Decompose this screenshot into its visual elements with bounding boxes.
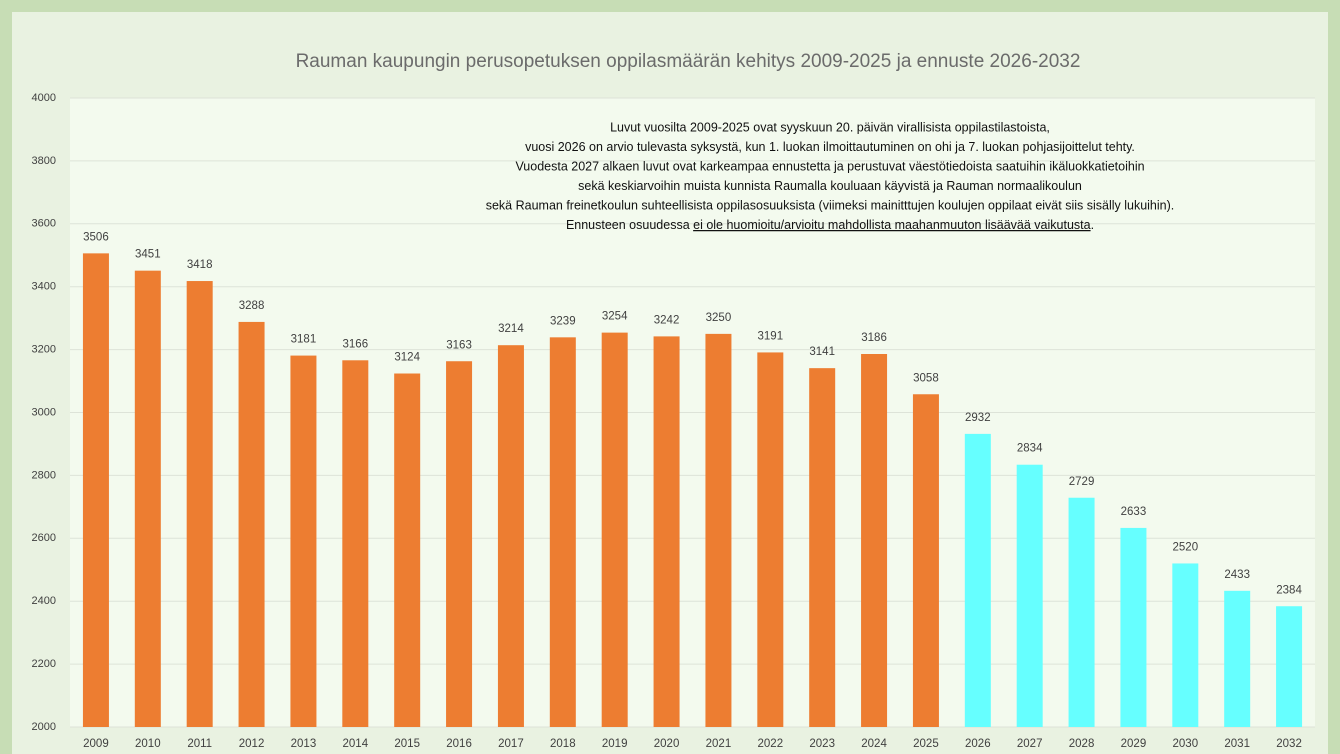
data-label: 2932 <box>965 412 991 424</box>
note-line: Vuodesta 2027 alkaen luvut ovat karkeamp… <box>515 159 1144 173</box>
x-tick-label: 2024 <box>861 738 887 750</box>
data-label: 3254 <box>602 311 628 323</box>
x-tick-label: 2016 <box>446 738 472 750</box>
bar <box>757 352 784 727</box>
data-label: 3242 <box>654 314 680 326</box>
chart-title: Rauman kaupungin perusopetuksen oppilasm… <box>296 51 1081 72</box>
note-line: Luvut vuosilta 2009-2025 ovat syyskuun 2… <box>610 120 1050 134</box>
y-tick-label: 3200 <box>32 344 56 356</box>
x-tick-label: 2015 <box>394 738 420 750</box>
data-label: 3214 <box>498 323 524 335</box>
x-tick-label: 2023 <box>809 738 835 750</box>
y-tick-label: 2600 <box>32 532 56 544</box>
y-tick-label: 4000 <box>32 92 56 104</box>
data-label: 2384 <box>1276 584 1302 596</box>
data-label: 3451 <box>135 249 161 261</box>
note-part: . <box>1091 218 1094 232</box>
bar <box>861 354 888 727</box>
data-label: 3166 <box>343 338 369 350</box>
bar <box>705 333 732 727</box>
x-tick-label: 2009 <box>83 738 109 750</box>
y-tick-label: 2000 <box>32 721 56 733</box>
bar <box>601 332 628 727</box>
y-tick-label: 2200 <box>32 658 56 670</box>
bar <box>1276 606 1303 727</box>
bar <box>186 281 213 727</box>
x-tick-label: 2012 <box>239 738 265 750</box>
x-tick-label: 2010 <box>135 738 161 750</box>
data-label: 3191 <box>758 330 784 342</box>
data-label: 2520 <box>1173 541 1199 553</box>
x-tick-label: 2022 <box>758 738 784 750</box>
bar <box>238 321 265 727</box>
note-line: sekä Rauman freinetkoulun suhteellisista… <box>486 199 1175 213</box>
data-label: 3124 <box>394 352 420 364</box>
note-part: ei ole huomioitu/arvioitu mahdollista ma… <box>693 218 1090 232</box>
note-line: Ennusteen osuudessa ei ole huomioitu/arv… <box>566 218 1094 232</box>
x-tick-label: 2014 <box>343 738 369 750</box>
bar <box>394 373 421 727</box>
y-tick-label: 2800 <box>32 469 56 481</box>
note-part: Ennusteen osuudessa <box>566 218 693 232</box>
x-tick-label: 2018 <box>550 738 576 750</box>
data-label: 3506 <box>83 231 109 243</box>
x-tick-label: 2017 <box>498 738 524 750</box>
x-tick-label: 2025 <box>913 738 939 750</box>
x-tick-label: 2028 <box>1069 738 1095 750</box>
data-label: 3058 <box>913 372 939 384</box>
note-line: vuosi 2026 on arvio tulevasta syksystä, … <box>525 140 1135 154</box>
x-tick-label: 2013 <box>291 738 317 750</box>
bar <box>134 270 161 727</box>
data-label: 3239 <box>550 315 576 327</box>
bar <box>912 394 939 727</box>
data-label: 3418 <box>187 259 213 271</box>
bar <box>446 361 473 727</box>
bar <box>82 253 109 727</box>
x-tick-label: 2027 <box>1017 738 1043 750</box>
x-tick-label: 2031 <box>1224 738 1250 750</box>
y-tick-label: 3800 <box>32 155 56 167</box>
x-tick-label: 2019 <box>602 738 628 750</box>
data-label: 3250 <box>706 312 732 324</box>
bar <box>549 337 576 727</box>
bar <box>1068 497 1095 727</box>
bar <box>653 336 680 727</box>
data-label: 3141 <box>809 346 835 358</box>
data-label: 3181 <box>291 334 317 346</box>
bar <box>290 355 317 727</box>
bar <box>809 368 836 727</box>
bar <box>1120 527 1147 727</box>
x-tick-label: 2029 <box>1121 738 1147 750</box>
bar <box>342 360 369 727</box>
y-tick-label: 3600 <box>32 218 56 230</box>
bar <box>964 433 991 727</box>
bar <box>497 345 524 727</box>
data-label: 2834 <box>1017 443 1043 455</box>
x-tick-label: 2011 <box>187 738 212 750</box>
data-label: 3163 <box>446 339 472 351</box>
data-label: 2633 <box>1121 506 1147 518</box>
bar <box>1224 590 1251 727</box>
data-label: 3186 <box>861 332 887 344</box>
x-tick-label: 2021 <box>706 738 732 750</box>
x-tick-label: 2026 <box>965 738 991 750</box>
data-label: 2729 <box>1069 476 1095 488</box>
x-tick-label: 2032 <box>1276 738 1302 750</box>
x-tick-label: 2020 <box>654 738 680 750</box>
bar <box>1016 464 1043 727</box>
bar <box>1172 563 1199 727</box>
data-label: 2433 <box>1224 569 1250 581</box>
y-tick-label: 3000 <box>32 406 56 418</box>
y-tick-label: 2400 <box>32 595 56 607</box>
y-tick-label: 3400 <box>32 281 56 293</box>
x-tick-label: 2030 <box>1173 738 1199 750</box>
note-line: sekä keskiarvoihin muista kunnista Rauma… <box>578 179 1082 193</box>
data-label: 3288 <box>239 300 265 312</box>
